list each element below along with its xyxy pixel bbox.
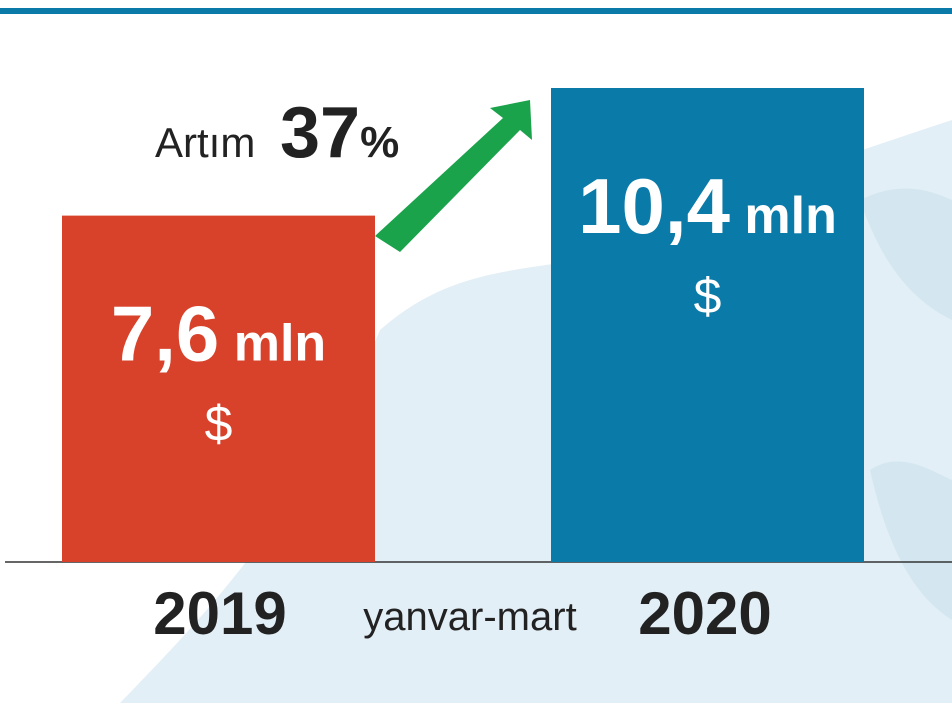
- value-label: 10,4 mln: [578, 162, 837, 250]
- x-tick-label: 2019: [153, 580, 286, 647]
- unit-label: $: [205, 396, 233, 452]
- annotation-value: 37%: [280, 93, 399, 173]
- top-rule: [0, 8, 952, 14]
- value-label: 7,6 mln: [111, 290, 326, 378]
- unit-label: $: [694, 268, 722, 324]
- growth-arrow: [375, 100, 532, 252]
- bar: [62, 215, 375, 562]
- x-axis-label: yanvar-mart: [363, 595, 576, 639]
- annotation-text: Artım: [155, 119, 255, 166]
- bar: [551, 88, 864, 562]
- x-tick-label: 2020: [638, 580, 771, 647]
